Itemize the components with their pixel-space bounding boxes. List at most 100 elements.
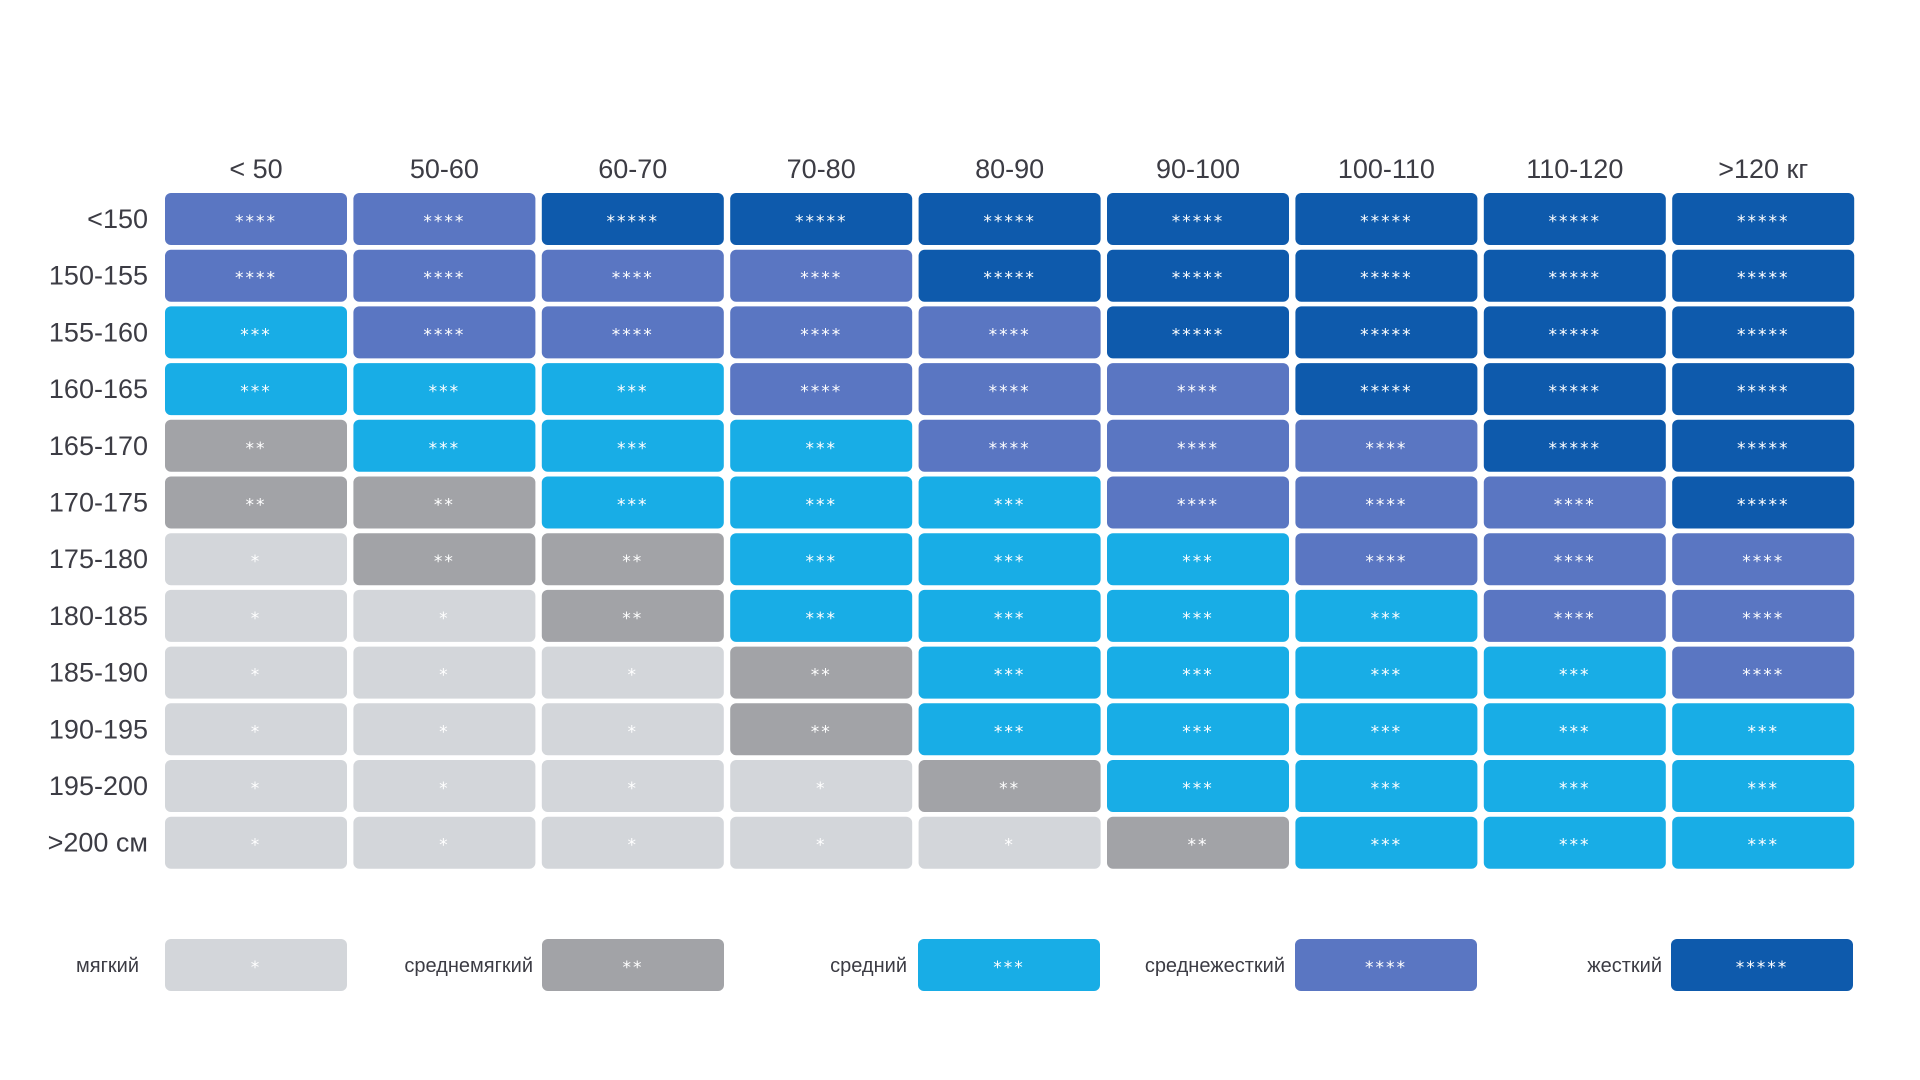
- cell-rating-label: **: [622, 552, 643, 572]
- heatmap-cell: [918, 193, 1101, 245]
- legend-label: средний: [830, 955, 907, 977]
- heatmap-cell: [1672, 419, 1855, 472]
- column-label: 100-110: [1338, 154, 1435, 184]
- heatmap-cell: [1107, 646, 1289, 699]
- cell-rating-label: ***: [1559, 666, 1591, 686]
- cell-rating-label: *: [628, 722, 639, 742]
- heatmap-cell: [1672, 816, 1855, 869]
- column-label: < 50: [229, 154, 282, 184]
- legend-rating-label: *****: [1736, 958, 1789, 978]
- heatmap-cell: [730, 760, 913, 812]
- heatmap-cell: [1483, 760, 1666, 812]
- heatmap-cell: [165, 306, 347, 359]
- cell-rating-label: ***: [617, 382, 649, 402]
- cell-rating-label: ****: [235, 269, 277, 289]
- heatmap-cell: [1107, 816, 1289, 869]
- cell-rating-label: ***: [429, 382, 461, 402]
- cell-rating-label: ***: [1182, 779, 1214, 799]
- row-label: 170-175: [49, 488, 148, 518]
- heatmap-cell: [730, 816, 913, 869]
- cell-rating-label: *****: [1737, 269, 1790, 289]
- cell-rating-label: ****: [800, 382, 842, 402]
- heatmap-cell: [1672, 363, 1855, 416]
- heatmap-cell: [1295, 533, 1478, 586]
- legend-label: мягкий: [76, 955, 139, 977]
- cell-rating-label: ****: [423, 325, 465, 345]
- legend-swatch: [918, 939, 1100, 991]
- heatmap-cell: [730, 533, 913, 586]
- column-label: 110-120: [1526, 154, 1623, 184]
- legend-label: среднежесткий: [1145, 955, 1285, 977]
- cell-rating-label: *: [628, 779, 639, 799]
- heatmap-cell: [918, 476, 1101, 529]
- cell-rating-label: *****: [1549, 325, 1602, 345]
- cell-rating-label: *****: [1549, 439, 1602, 459]
- cell-rating-label: *: [439, 609, 450, 629]
- heatmap-cell: [730, 363, 913, 416]
- legend: мягкий * среднемягкий ** средний *** среднежес…: [76, 939, 1853, 991]
- heatmap-cell: [1483, 306, 1666, 359]
- cell-rating-label: *: [1004, 836, 1015, 856]
- row-label: 150-155: [49, 261, 148, 291]
- heatmap-cell: [165, 816, 347, 869]
- row-labels: <150 150-155 155-160 160-165 165-170 170-175 1…: [48, 204, 148, 858]
- cell-rating-label: ***: [617, 439, 649, 459]
- cell-rating-label: ****: [1554, 496, 1596, 516]
- heatmap-cell: [1483, 646, 1666, 699]
- cell-rating-label: ****: [800, 269, 842, 289]
- heatmap-cell: [918, 306, 1101, 359]
- heatmap-cell: [541, 476, 724, 529]
- cell-rating-label: ***: [1747, 722, 1779, 742]
- heatmap-cells: **** **** ***** ***** ***** ***** ***** ***** **…: [165, 193, 1855, 869]
- legend-rating-label: *: [251, 958, 262, 978]
- cell-rating-label: ***: [805, 496, 837, 516]
- cell-rating-label: **: [434, 496, 455, 516]
- cell-rating-label: ****: [1554, 552, 1596, 572]
- heatmap-cell: [1483, 816, 1666, 869]
- row-label: 160-165: [49, 374, 148, 404]
- row-label: 165-170: [49, 431, 148, 461]
- cell-rating-label: ****: [1554, 609, 1596, 629]
- heatmap-cell: [1295, 589, 1478, 642]
- column-label: 50-60: [410, 154, 479, 184]
- cell-rating-label: *: [251, 552, 262, 572]
- cell-rating-label: *****: [1360, 212, 1413, 232]
- heatmap-cell: [1483, 589, 1666, 642]
- legend-swatch: [1671, 939, 1853, 991]
- cell-rating-label: ****: [235, 212, 277, 232]
- heatmap-cell: [165, 533, 347, 586]
- heatmap-cell: [165, 249, 347, 302]
- cell-rating-label: ***: [1182, 722, 1214, 742]
- cell-rating-label: ****: [1742, 666, 1784, 686]
- cell-rating-label: ****: [1365, 552, 1407, 572]
- heatmap-cell: [165, 363, 347, 416]
- legend-swatch: [165, 939, 347, 991]
- cell-rating-label: ****: [1365, 496, 1407, 516]
- heatmap-cell: [730, 419, 913, 472]
- cell-rating-label: ***: [1182, 609, 1214, 629]
- heatmap-cell: [165, 476, 347, 529]
- heatmap-cell: [1107, 249, 1289, 302]
- cell-rating-label: *****: [1360, 269, 1413, 289]
- cell-rating-label: ***: [1371, 609, 1403, 629]
- heatmap-cell: [165, 760, 347, 812]
- cell-rating-label: ***: [1371, 836, 1403, 856]
- heatmap-cell: [1672, 476, 1855, 529]
- cell-rating-label: ****: [423, 269, 465, 289]
- heatmap-cell: [730, 589, 913, 642]
- cell-rating-label: *: [439, 836, 450, 856]
- row-label: <150: [87, 204, 148, 234]
- cell-rating-label: ***: [1371, 722, 1403, 742]
- cell-rating-label: ***: [805, 552, 837, 572]
- cell-rating-label: ****: [989, 439, 1031, 459]
- cell-rating-label: *****: [607, 212, 660, 232]
- heatmap-cell: [165, 419, 347, 472]
- legend-label: жесткий: [1587, 955, 1662, 977]
- heatmap-cell: [1107, 476, 1289, 529]
- column-label: >120 кг: [1718, 154, 1808, 184]
- heatmap-cell: [353, 646, 536, 699]
- cell-rating-label: ***: [1371, 779, 1403, 799]
- heatmap-cell: [730, 646, 913, 699]
- heatmap-cell: [1295, 816, 1478, 869]
- heatmap-cell: [353, 193, 536, 245]
